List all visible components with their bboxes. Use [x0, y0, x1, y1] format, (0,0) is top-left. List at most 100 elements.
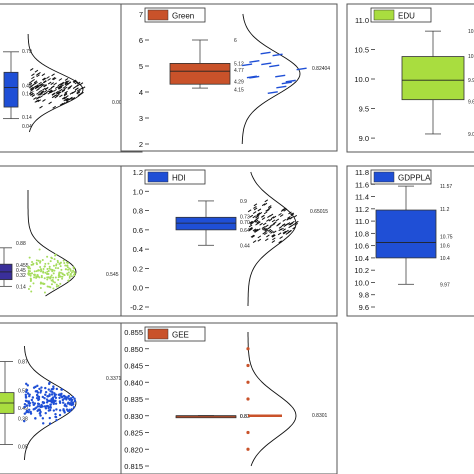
data-point [47, 262, 50, 265]
density-curve [241, 13, 301, 145]
legend-swatch [147, 328, 169, 340]
data-point [261, 214, 265, 218]
data-point [57, 278, 60, 281]
data-point [47, 273, 50, 276]
y-tick-label: 11.2 [355, 205, 369, 214]
data-point [266, 234, 270, 238]
data-point [28, 393, 31, 396]
data-point [44, 271, 47, 274]
data-point [73, 397, 76, 400]
data-point [272, 53, 283, 57]
y-tick-label: 9.8 [359, 291, 369, 300]
data-point [24, 393, 27, 397]
box-stat-label: 9.62 [468, 99, 474, 105]
data-point [289, 216, 293, 220]
data-point [73, 274, 76, 277]
box [401, 56, 465, 101]
data-point [60, 396, 64, 399]
data-point [37, 259, 40, 262]
data-point [29, 278, 32, 281]
data-point [67, 85, 72, 89]
data-point [249, 59, 260, 63]
data-point [288, 211, 292, 215]
legend-label: HDI [172, 174, 186, 183]
data-point [67, 268, 70, 271]
data-point [270, 216, 275, 220]
data-point [28, 85, 33, 89]
data-point [38, 387, 41, 391]
box-stat-label: 0.79 [22, 49, 32, 55]
data-point [266, 218, 270, 222]
data-point [52, 385, 55, 388]
data-point [68, 408, 71, 412]
data-point [24, 396, 28, 399]
box-stat-label: 0.05 [18, 445, 28, 451]
data-point [69, 91, 74, 95]
data-point [50, 279, 53, 282]
box-stat-label: 0.73 [240, 214, 250, 220]
data-point [31, 78, 35, 82]
data-point [267, 215, 271, 218]
data-point [34, 417, 37, 420]
data-point [33, 270, 36, 273]
panel-p3: 9.0 9.5 10.0 10.5 11.0 10.81 10.39 9.98 9.62 9.07… [346, 3, 474, 153]
box-stat-label: 0.45 [16, 268, 26, 274]
data-point [52, 402, 55, 406]
data-point [261, 217, 266, 221]
data-point [40, 404, 44, 408]
data-point [76, 88, 81, 92]
data-point [29, 410, 32, 414]
data-point [37, 395, 41, 399]
data-point [30, 398, 34, 402]
data-point [36, 391, 40, 394]
data-point [56, 93, 60, 97]
data-point [68, 267, 71, 270]
data-point [53, 82, 57, 86]
data-point [40, 91, 45, 94]
data-point [29, 285, 32, 288]
data-point [72, 86, 77, 90]
legend-label: GDPPLA [398, 174, 431, 183]
data-point [67, 279, 70, 282]
data-point [273, 221, 277, 225]
data-point [249, 214, 254, 218]
density-curve [247, 171, 297, 306]
box-stat-label: 10.75 [440, 234, 453, 240]
data-point [48, 265, 51, 268]
y-tick-label: 0.8 [133, 207, 143, 216]
data-point [27, 272, 30, 275]
box-stat-label: 0.455 [16, 263, 29, 269]
data-point [38, 81, 42, 85]
right-value-label: 0.33712 [106, 376, 124, 382]
data-point [267, 228, 272, 232]
data-point [30, 272, 33, 275]
data-point [33, 80, 38, 84]
data-point [39, 414, 42, 417]
data-point [266, 208, 270, 212]
data-point [58, 400, 62, 403]
y-tick-label: 11.0 [355, 16, 369, 25]
data-point [64, 268, 67, 271]
data-point [34, 69, 39, 73]
data-point [54, 95, 59, 99]
data-point [25, 404, 28, 407]
data-point [247, 209, 252, 213]
data-point [36, 84, 41, 88]
box-stat-label: 9.98 [468, 78, 474, 84]
data-point [23, 412, 27, 415]
data-point [58, 393, 62, 396]
data-point [50, 85, 55, 89]
data-point [28, 404, 31, 407]
data-point [50, 401, 54, 404]
data-point [257, 228, 261, 232]
data-point [67, 86, 71, 90]
data-point [46, 255, 49, 258]
data-point [272, 237, 276, 241]
data-point [36, 74, 40, 78]
data-point [296, 67, 307, 71]
y-tick-label: -0.2 [130, 303, 143, 312]
panel-frame [0, 3, 143, 153]
data-point [253, 207, 258, 211]
data-point [268, 229, 273, 233]
data-point [37, 269, 40, 272]
